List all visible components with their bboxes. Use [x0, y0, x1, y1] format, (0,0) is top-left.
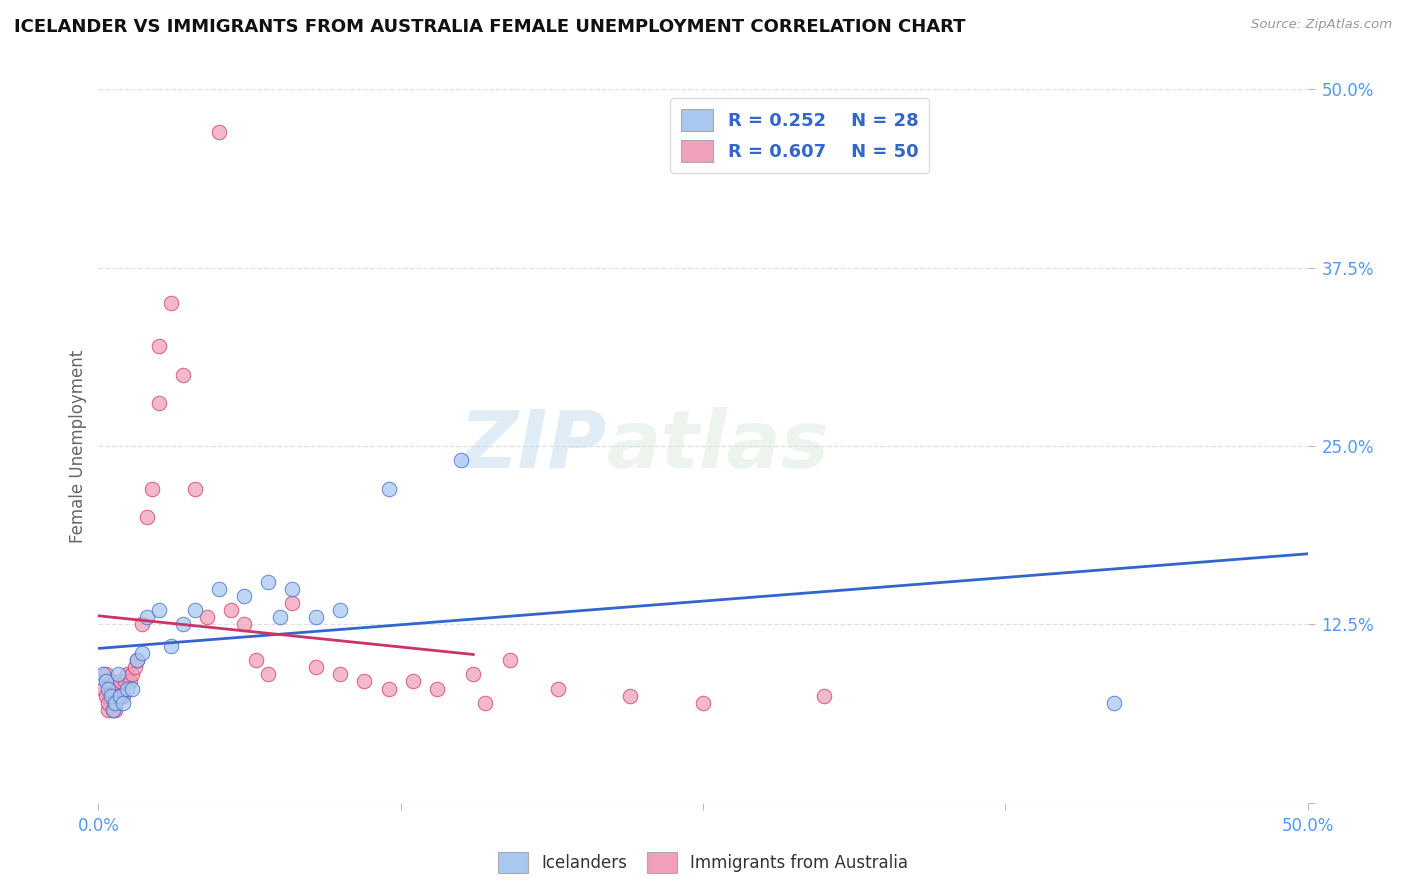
Text: Source: ZipAtlas.com: Source: ZipAtlas.com	[1251, 18, 1392, 31]
Point	[135, 510, 157, 524]
Point	[256, 574, 278, 589]
Point	[208, 125, 231, 139]
Point	[1102, 696, 1125, 710]
Point	[118, 674, 141, 689]
Point	[100, 681, 122, 696]
Point	[195, 610, 218, 624]
Point	[97, 681, 120, 696]
Point	[108, 689, 131, 703]
Point	[377, 482, 399, 496]
Point	[402, 674, 425, 689]
Point	[329, 667, 352, 681]
Point	[117, 667, 139, 681]
Point	[426, 681, 449, 696]
Point	[281, 582, 304, 596]
Point	[813, 689, 835, 703]
Point	[547, 681, 569, 696]
Point	[232, 589, 254, 603]
Point	[104, 696, 127, 710]
Legend: R = 0.252    N = 28, R = 0.607    N = 50: R = 0.252 N = 28, R = 0.607 N = 50	[671, 98, 929, 173]
Point	[111, 696, 134, 710]
Point	[114, 674, 136, 689]
Point	[91, 667, 114, 681]
Point	[450, 453, 472, 467]
Point	[107, 689, 129, 703]
Point	[141, 482, 163, 496]
Point	[91, 681, 114, 696]
Point	[184, 482, 207, 496]
Point	[619, 689, 641, 703]
Point	[94, 674, 117, 689]
Point	[127, 653, 149, 667]
Point	[100, 674, 122, 689]
Point	[131, 646, 153, 660]
Point	[172, 368, 194, 382]
Point	[221, 603, 243, 617]
Point	[474, 696, 496, 710]
Point	[148, 396, 170, 410]
Point	[160, 639, 183, 653]
Point	[121, 667, 143, 681]
Point	[124, 660, 146, 674]
Point	[108, 674, 131, 689]
Point	[498, 653, 520, 667]
Point	[101, 703, 124, 717]
Point	[269, 610, 291, 624]
Point	[104, 703, 127, 717]
Point	[377, 681, 399, 696]
Point	[232, 617, 254, 632]
Point	[101, 703, 124, 717]
Point	[94, 667, 117, 681]
Point	[184, 603, 207, 617]
Point	[101, 689, 124, 703]
Point	[463, 667, 485, 681]
Point	[135, 610, 157, 624]
Point	[281, 596, 304, 610]
Point	[256, 667, 278, 681]
Point	[131, 617, 153, 632]
Text: ICELANDER VS IMMIGRANTS FROM AUSTRALIA FEMALE UNEMPLOYMENT CORRELATION CHART: ICELANDER VS IMMIGRANTS FROM AUSTRALIA F…	[14, 18, 966, 36]
Point	[692, 696, 714, 710]
Point	[127, 653, 149, 667]
Point	[148, 339, 170, 353]
Point	[108, 689, 131, 703]
Point	[245, 653, 267, 667]
Point	[111, 689, 134, 703]
Point	[353, 674, 375, 689]
Point	[107, 681, 129, 696]
Point	[107, 667, 129, 681]
Point	[121, 681, 143, 696]
Point	[172, 617, 194, 632]
Point	[100, 689, 122, 703]
Text: ZIP: ZIP	[458, 407, 606, 485]
Y-axis label: Female Unemployment: Female Unemployment	[69, 350, 87, 542]
Point	[148, 603, 170, 617]
Point	[97, 696, 120, 710]
Text: atlas: atlas	[606, 407, 830, 485]
Point	[208, 582, 231, 596]
Point	[305, 610, 328, 624]
Point	[97, 703, 120, 717]
Point	[117, 681, 139, 696]
Point	[329, 603, 352, 617]
Point	[104, 696, 127, 710]
Point	[94, 689, 117, 703]
Point	[305, 660, 328, 674]
Legend: Icelanders, Immigrants from Australia: Icelanders, Immigrants from Australia	[491, 846, 915, 880]
Point	[160, 296, 183, 310]
